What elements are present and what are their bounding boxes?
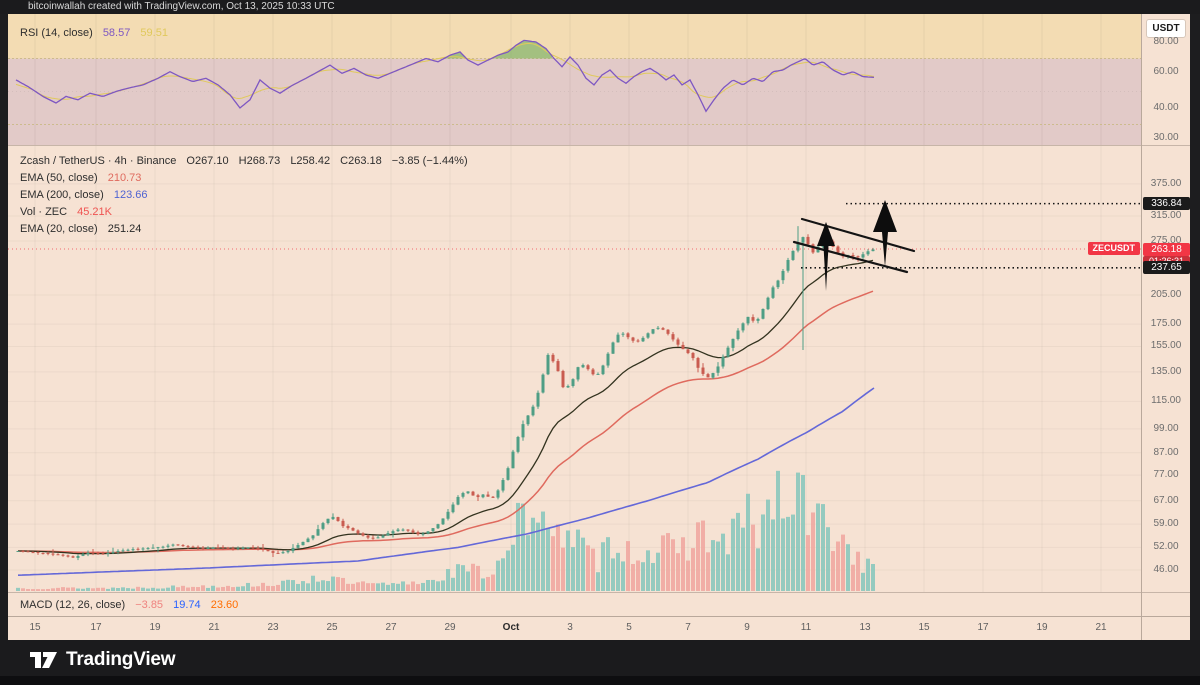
price-tick-label: 315.00 <box>1150 210 1182 221</box>
macd-legend[interactable]: MACD (12, 26, close) −3.85 19.74 23.60 <box>20 597 238 614</box>
price-tick-label: 205.00 <box>1150 289 1182 300</box>
tradingview-logo-icon <box>30 652 57 668</box>
time-tick-label: 19 <box>1036 622 1048 633</box>
pane-divider-top[interactable] <box>8 145 1190 146</box>
time-tick-label: 25 <box>326 622 338 633</box>
price-tick-label: 87.00 <box>1153 447 1179 458</box>
macd-title: MACD (12, 26, close) <box>20 599 126 611</box>
time-tick-label: 23 <box>267 622 279 633</box>
rsi-tick-label: 30.00 <box>1153 132 1179 143</box>
time-tick-label: 21 <box>208 622 220 633</box>
macd-hist-value: −3.85 <box>135 599 164 611</box>
price-tick-label: 155.00 <box>1150 340 1182 351</box>
lower-level-badge: 237.65 <box>1143 261 1190 274</box>
time-tick-label: 5 <box>626 622 632 633</box>
time-tick-label: 21 <box>1095 622 1107 633</box>
price-tick-label: 375.00 <box>1150 178 1182 189</box>
tradingview-logo[interactable]: TradingView <box>30 647 176 673</box>
time-axis[interactable]: 15 17 19 21 23 25 27 29 Oct 3 5 7 9 11 13 15 17 19 21 <box>8 616 1190 640</box>
time-tick-label: 17 <box>977 622 989 633</box>
time-tick-label: 11 <box>800 622 812 633</box>
time-tick-label: 7 <box>685 622 691 633</box>
footer-bar: TradingView <box>0 640 1200 676</box>
price-tick-label: 99.00 <box>1153 423 1179 434</box>
time-tick-label: 13 <box>859 622 871 633</box>
time-tick-label: 17 <box>90 622 102 633</box>
time-tick-label: Oct <box>502 622 520 633</box>
pane-divider-macd[interactable] <box>8 592 1190 593</box>
price-scale[interactable]: USDT 375.00 315.00 275.00 205.00 175.00 155.0… <box>1141 14 1190 640</box>
price-pane[interactable] <box>8 145 1141 592</box>
price-tick-label: 275.00 <box>1150 235 1182 246</box>
time-tick-label: 27 <box>385 622 397 633</box>
price-tick-label: 52.00 <box>1153 541 1179 552</box>
price-tick-label: 67.00 <box>1153 495 1179 506</box>
macd-line-value: 19.74 <box>173 599 201 611</box>
rsi-tick-label: 80.00 <box>1153 36 1179 47</box>
footer-strip <box>0 676 1200 685</box>
currency-toggle-button[interactable]: USDT <box>1146 19 1186 38</box>
symbol-price-tag: ZECUSDT <box>1087 242 1140 255</box>
price-tick-label: 175.00 <box>1150 318 1182 329</box>
rsi-tick-label: 60.00 <box>1153 66 1179 77</box>
price-tick-label: 59.00 <box>1153 518 1179 529</box>
chart-area[interactable]: RSI (14, close) 58.57 59.51 Zcash / Teth… <box>8 14 1190 640</box>
macd-signal-value: 23.60 <box>210 599 239 611</box>
time-tick-label: 3 <box>567 622 573 633</box>
last-price-badge: 263.18 <box>1143 243 1190 256</box>
attribution-bar: bitcoinwallah created with TradingView.c… <box>0 0 1200 14</box>
price-tick-label: 115.00 <box>1151 395 1181 406</box>
price-tick-label: 77.00 <box>1153 469 1179 480</box>
time-tick-label: 15 <box>918 622 930 633</box>
time-tick-label: 9 <box>744 622 750 633</box>
rsi-tick-label: 40.00 <box>1153 102 1179 113</box>
time-tick-label: 29 <box>444 622 456 633</box>
attribution-text: bitcoinwallah created with TradingView.c… <box>28 1 335 12</box>
price-tick-label: 135.00 <box>1150 366 1182 377</box>
upper-level-badge: 336.84 <box>1143 197 1190 210</box>
tradingview-logo-text: TradingView <box>66 649 176 670</box>
rsi-pane[interactable] <box>8 14 1141 145</box>
time-tick-label: 19 <box>149 622 161 633</box>
time-tick-label: 15 <box>29 622 41 633</box>
price-tick-label: 46.00 <box>1153 564 1179 575</box>
